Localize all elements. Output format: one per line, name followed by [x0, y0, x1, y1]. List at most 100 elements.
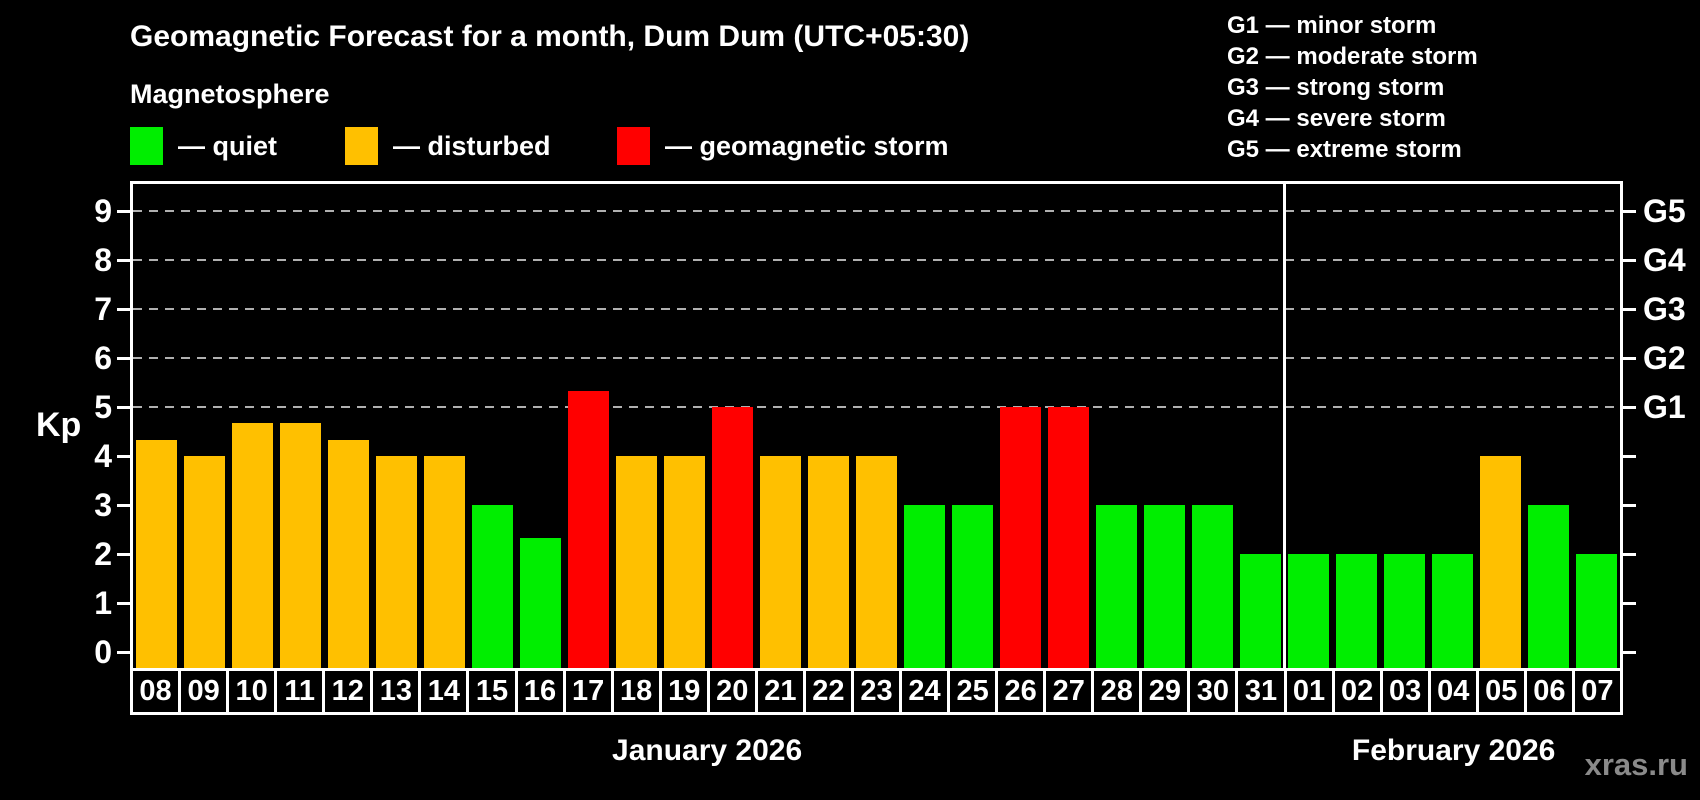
bar-06	[1527, 505, 1569, 668]
bar-16	[520, 537, 562, 668]
g-scale-legend: G1 — minor storm G2 — moderate storm G3 …	[1227, 10, 1478, 165]
day-label-13: 13	[370, 671, 418, 712]
day-label-05: 05	[1475, 671, 1524, 712]
y-tick-label-3: 3	[94, 487, 112, 523]
day-label-14: 14	[418, 671, 466, 712]
bar-13	[376, 456, 418, 668]
y-axis-label: Kp	[36, 406, 82, 444]
bar-19	[664, 456, 706, 668]
y-tick-right-4	[1623, 454, 1636, 458]
y-tick-left-4	[117, 454, 130, 458]
legend-label-quiet: — quiet	[178, 130, 277, 161]
bar-11	[280, 423, 322, 668]
y-tick-left-3	[117, 503, 130, 507]
bar-07	[1575, 554, 1617, 668]
y-tick-right-1	[1623, 601, 1636, 605]
bar-01	[1287, 554, 1329, 668]
gridline-G2	[133, 357, 1620, 359]
day-label-12: 12	[322, 671, 370, 712]
y-tick-label-2: 2	[94, 536, 112, 572]
plot-area	[130, 181, 1623, 671]
bar-26	[999, 407, 1041, 668]
y-tick-label-5: 5	[94, 389, 112, 425]
y-tick-right-9	[1623, 209, 1636, 213]
month-label-january: January 2026	[612, 734, 803, 767]
day-label-25: 25	[947, 671, 995, 712]
day-label-23: 23	[850, 671, 899, 712]
gridline-G1	[133, 406, 1620, 408]
legend-item-disturbed: — disturbed	[345, 126, 551, 166]
y-tick-right-0	[1623, 650, 1636, 654]
y-tick-left-8	[117, 258, 130, 262]
y-tick-left-2	[117, 552, 130, 556]
day-label-27: 27	[1043, 671, 1091, 712]
bar-31	[1239, 554, 1281, 668]
bar-30	[1191, 505, 1233, 668]
disturbed-color-swatch	[345, 127, 378, 165]
g-scale-legend-line-g3: G3 — strong storm	[1227, 74, 1445, 101]
legend-label-disturbed: — disturbed	[393, 130, 551, 161]
bar-27	[1047, 407, 1089, 668]
y-tick-left-5	[117, 405, 130, 409]
y-tick-right-8	[1623, 258, 1636, 262]
bar-25	[951, 505, 993, 668]
day-label-04: 04	[1427, 671, 1476, 712]
bar-09	[184, 456, 226, 668]
bar-15	[472, 505, 514, 668]
day-label-26: 26	[995, 671, 1043, 712]
g-level-label-G4: G4	[1643, 242, 1686, 278]
storm-color-swatch	[617, 127, 650, 165]
day-label-06: 06	[1523, 671, 1572, 712]
y-tick-label-4: 4	[94, 438, 112, 474]
g-level-label-G3: G3	[1643, 291, 1686, 327]
g-level-label-G2: G2	[1643, 340, 1686, 376]
legend-item-quiet: — quiet	[130, 126, 277, 166]
y-tick-right-6	[1623, 356, 1636, 360]
day-label-24: 24	[899, 671, 947, 712]
day-label-21: 21	[754, 671, 803, 712]
day-label-01: 01	[1283, 671, 1332, 712]
month-separator-line	[1282, 184, 1286, 668]
day-label-07: 07	[1571, 671, 1620, 712]
y-tick-left-7	[117, 307, 130, 311]
y-tick-left-0	[117, 650, 130, 654]
day-label-09: 09	[178, 671, 226, 712]
y-tick-left-6	[117, 356, 130, 360]
y-tick-label-6: 6	[94, 340, 112, 376]
day-label-11: 11	[274, 671, 322, 712]
g-level-label-G1: G1	[1643, 389, 1686, 425]
day-label-18: 18	[610, 671, 659, 712]
page-title: Geomagnetic Forecast for a month, Dum Du…	[130, 20, 970, 53]
day-label-02: 02	[1331, 671, 1380, 712]
bar-12	[328, 439, 370, 668]
day-label-19: 19	[658, 671, 707, 712]
day-label-10: 10	[226, 671, 274, 712]
y-tick-label-9: 9	[94, 193, 112, 229]
day-label-22: 22	[802, 671, 851, 712]
y-tick-left-9	[117, 209, 130, 213]
day-label-16: 16	[514, 671, 563, 712]
bar-20	[712, 407, 754, 668]
day-label-28: 28	[1091, 671, 1139, 712]
bar-23	[856, 456, 897, 668]
bar-24	[903, 505, 945, 668]
quiet-color-swatch	[130, 127, 163, 165]
gridline-G5	[133, 210, 1620, 212]
g-scale-legend-line-g2: G2 — moderate storm	[1227, 43, 1478, 70]
y-tick-label-0: 0	[94, 634, 112, 670]
y-tick-label-1: 1	[94, 585, 112, 621]
y-tick-left-1	[117, 601, 130, 605]
day-label-30: 30	[1187, 671, 1235, 712]
legend-item-storm: — geomagnetic storm	[617, 126, 949, 166]
day-axis-row: 08 09 10 11 12 13 14 15 16 17 18 19 20 21 22 23 24 25 26 27…	[130, 668, 1623, 715]
watermark: xras.ru	[1584, 747, 1688, 782]
day-label-31: 31	[1235, 671, 1283, 712]
bar-02	[1335, 554, 1377, 668]
y-tick-right-3	[1623, 503, 1636, 507]
bar-04	[1431, 554, 1473, 668]
g-scale-legend-line-g4: G4 — severe storm	[1227, 105, 1446, 132]
day-label-03: 03	[1379, 671, 1428, 712]
magnetosphere-label: Magnetosphere	[130, 79, 330, 109]
month-label-february: February 2026	[1351, 734, 1556, 767]
gridline-G4	[133, 259, 1620, 261]
